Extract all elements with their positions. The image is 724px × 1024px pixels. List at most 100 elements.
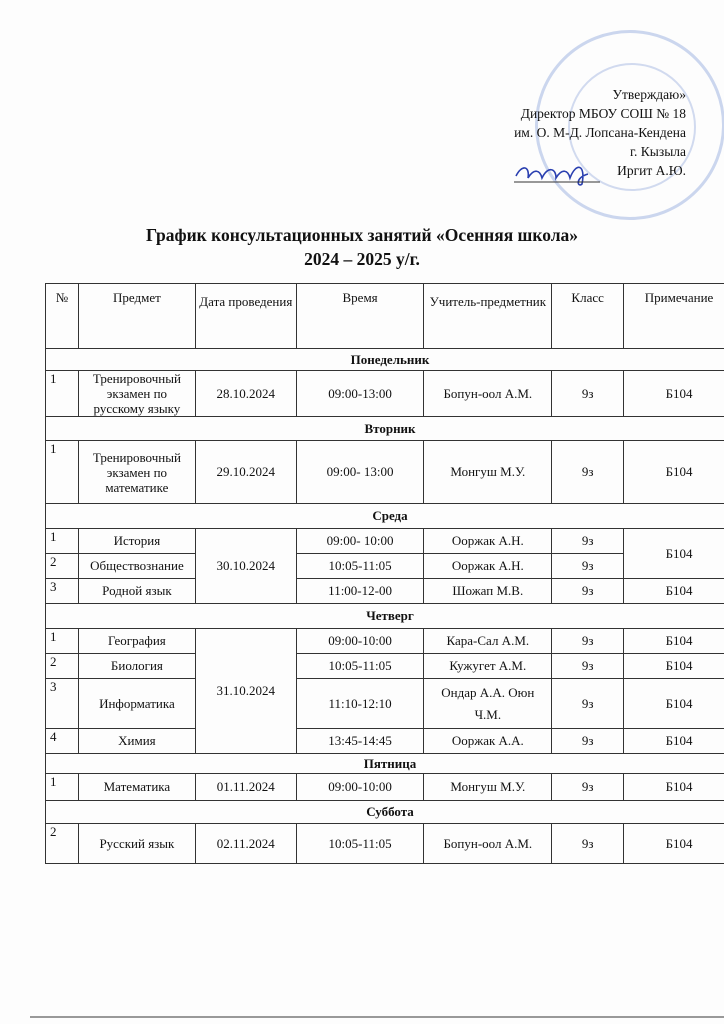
day-header-row: Среда — [45, 503, 724, 529]
note-cell: Б104 — [623, 440, 724, 504]
signature — [514, 166, 600, 186]
column-header: Предмет — [77, 283, 196, 349]
day-name: Пятница — [45, 753, 724, 774]
class-cell: 9з — [551, 678, 625, 729]
table-row: 1 География 31.10.2024 09:00-10:00 Кара-Сал … — [45, 628, 724, 754]
title-subline: 2024 – 2025 у/г. — [304, 249, 420, 269]
column-header: Время — [295, 283, 425, 349]
row-number: 4 — [45, 728, 79, 754]
note-cell: Б104 — [623, 773, 724, 801]
subject-cell: Тренировочный экзамен по русскому языку — [77, 370, 196, 417]
table-row: 1 Тренировочный экзамен по русскому языку… — [45, 370, 724, 417]
row-number: 1 — [45, 440, 79, 504]
subject-cell: Тренировочный экзамен по математике — [77, 440, 196, 504]
column-header: Класс — [551, 283, 625, 349]
day-name: Суббота — [45, 800, 724, 824]
column-header: № — [45, 283, 79, 349]
class-cell: 9з — [551, 823, 625, 864]
table-row: 2 Обществознание 10:05-11:05 Ооржак А.Н. 9з — [45, 553, 724, 579]
subject-cell: Родной язык — [77, 578, 196, 604]
approval-line: г. Кызыла — [630, 144, 686, 159]
teacher-cell: Бопун-оол А.М. — [423, 370, 553, 417]
date-cell: 02.11.2024 — [194, 823, 297, 864]
title-line: График консультационных занятий «Осенняя… — [145, 225, 579, 245]
time-cell: 10:05-11:05 — [295, 553, 425, 579]
column-header: Дата проведения — [194, 283, 297, 349]
day-name: Понедельник — [45, 348, 724, 371]
teacher-cell: Кара-Сал А.М. — [423, 628, 553, 654]
time-cell: 10:05-11:05 — [295, 823, 425, 864]
teacher-cell: Монгуш М.У. — [423, 440, 553, 504]
row-number: 2 — [45, 553, 79, 579]
row-number: 2 — [45, 653, 79, 679]
approval-line: Утверждаю» — [612, 87, 686, 102]
page-edge — [30, 1016, 724, 1018]
subject-cell: Информатика — [77, 678, 196, 729]
date-cell: 30.10.2024 — [194, 528, 297, 604]
approval-block: Утверждаю» Директор МБОУ СОШ № 18 им. О.… — [514, 85, 686, 180]
class-cell: 9з — [551, 528, 625, 554]
row-number: 1 — [45, 628, 79, 654]
teacher-cell: Ондар А.А. Оюн Ч.М. — [423, 678, 553, 729]
approval-line: Директор МБОУ СОШ № 18 — [520, 106, 686, 121]
column-header: Учитель-предметник — [423, 283, 553, 349]
time-cell: 13:45-14:45 — [295, 728, 425, 754]
column-header: Примечание — [623, 283, 724, 349]
day-header-row: Понедельник — [45, 348, 724, 371]
date-cell: 01.11.2024 — [194, 773, 297, 801]
note-cell: Б104 — [623, 728, 724, 754]
table-row: 1 Математика 01.11.2024 09:00-10:00 Монгуш М… — [45, 773, 724, 801]
time-cell: 11:10-12:10 — [295, 678, 425, 729]
time-cell: 09:00-13:00 — [295, 370, 425, 417]
note-cell: Б104 — [623, 528, 724, 579]
table-row: 1 История 30.10.2024 09:00- 10:00 Ооржак А.Н… — [45, 528, 724, 604]
time-cell: 09:00- 10:00 — [295, 528, 425, 554]
time-cell: 09:00- 13:00 — [295, 440, 425, 504]
subject-cell: Русский язык — [77, 823, 196, 864]
table-row: 2 Биология 10:05-11:05 Кужугет А.М. 9з Б104 — [45, 653, 724, 679]
approval-line: Иргит А.Ю. — [617, 163, 686, 178]
day-header-row: Суббота — [45, 800, 724, 824]
schedule-table: № Предмет Дата проведения Время Учитель-пред… — [45, 283, 724, 864]
row-number: 3 — [45, 678, 79, 729]
class-cell: 9з — [551, 653, 625, 679]
subject-cell: География — [77, 628, 196, 654]
note-cell: Б104 — [623, 653, 724, 679]
note-cell: Б104 — [623, 678, 724, 729]
subject-cell: Химия — [77, 728, 196, 754]
day-header-row: Пятница — [45, 753, 724, 774]
row-number: 1 — [45, 773, 79, 801]
page-title: График консультационных занятий «Осенняя… — [0, 223, 724, 271]
time-cell: 10:05-11:05 — [295, 653, 425, 679]
date-cell: 28.10.2024 — [194, 370, 297, 417]
approval-line: им. О. М-Д. Лопсана-Кендена — [514, 125, 686, 140]
teacher-cell: Ооржак А.Н. — [423, 528, 553, 554]
note-cell: Б104 — [623, 628, 724, 654]
day-header-row: Четверг — [45, 603, 724, 629]
day-name: Вторник — [45, 416, 724, 441]
day-header-row: Вторник — [45, 416, 724, 441]
time-cell: 11:00-12-00 — [295, 578, 425, 604]
table-row: 3 Родной язык 11:00-12-00 Шожап М.В. 9з Б104 — [45, 578, 724, 604]
day-name: Четверг — [45, 603, 724, 629]
day-name: Среда — [45, 503, 724, 529]
teacher-cell: Шожап М.В. — [423, 578, 553, 604]
class-cell: 9з — [551, 728, 625, 754]
row-number: 1 — [45, 370, 79, 417]
subject-cell: История — [77, 528, 196, 554]
teacher-cell: Бопун-оол А.М. — [423, 823, 553, 864]
teacher-cell: Кужугет А.М. — [423, 653, 553, 679]
date-cell: 29.10.2024 — [194, 440, 297, 504]
row-number: 3 — [45, 578, 79, 604]
row-number: 2 — [45, 823, 79, 864]
date-cell: 31.10.2024 — [194, 628, 297, 754]
class-cell: 9з — [551, 440, 625, 504]
time-cell: 09:00-10:00 — [295, 773, 425, 801]
class-cell: 9з — [551, 578, 625, 604]
table-row: 3 Информатика 11:10-12:10 Ондар А.А. Оюн Ч.… — [45, 678, 724, 729]
table-row: 1 Тренировочный экзамен по математике 29.1… — [45, 440, 724, 504]
official-stamp — [535, 30, 724, 220]
table-row: 2 Русский язык 02.11.2024 10:05-11:05 Бопун-… — [45, 823, 724, 864]
note-cell: Б104 — [623, 370, 724, 417]
class-cell: 9з — [551, 773, 625, 801]
